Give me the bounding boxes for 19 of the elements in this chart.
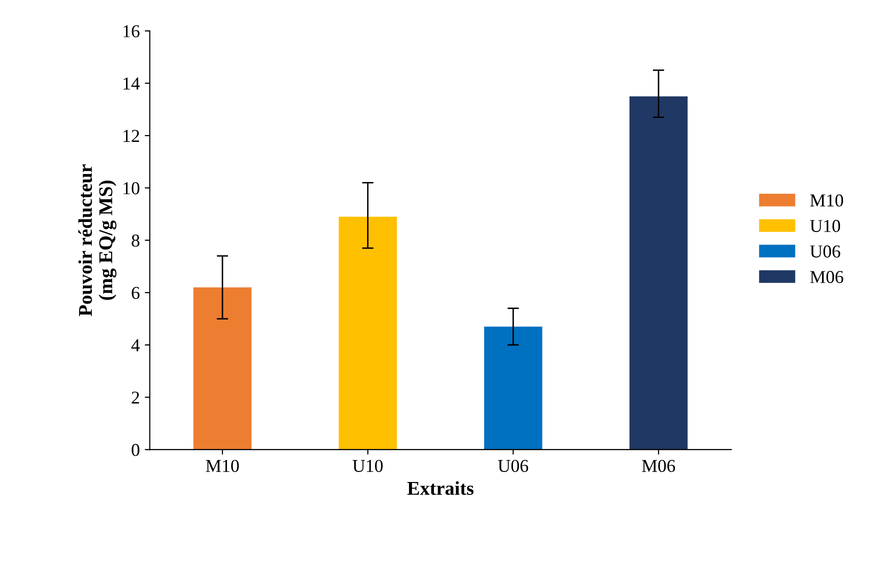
y-tick-label: 6 bbox=[132, 286, 140, 300]
legend-label: U06 bbox=[810, 245, 840, 258]
x-axis-title: Extraits bbox=[407, 481, 474, 495]
y-tick-label: 4 bbox=[131, 339, 140, 352]
x-tick-label: M10 bbox=[206, 460, 239, 472]
y-tick-label: 8 bbox=[132, 234, 140, 247]
y-tick-label: 12 bbox=[124, 130, 140, 142]
y-tick-label: 14 bbox=[124, 78, 140, 90]
y-tick-label: 10 bbox=[124, 182, 140, 194]
x-tick-label: M06 bbox=[642, 460, 676, 472]
legend-label: M06 bbox=[810, 270, 844, 284]
legend-label: U10 bbox=[810, 220, 840, 232]
y-axis-title: Pouvoir réducteur (mg EQ/g MS) bbox=[78, 164, 116, 316]
y-tick-label: 0 bbox=[132, 444, 140, 456]
x-tick-label: U10 bbox=[352, 460, 383, 472]
y-tick-label: 16 bbox=[124, 25, 140, 38]
x-tick-label: U06 bbox=[498, 460, 528, 472]
legend-label: M10 bbox=[810, 194, 844, 207]
y-tick-label: 2 bbox=[132, 392, 140, 404]
